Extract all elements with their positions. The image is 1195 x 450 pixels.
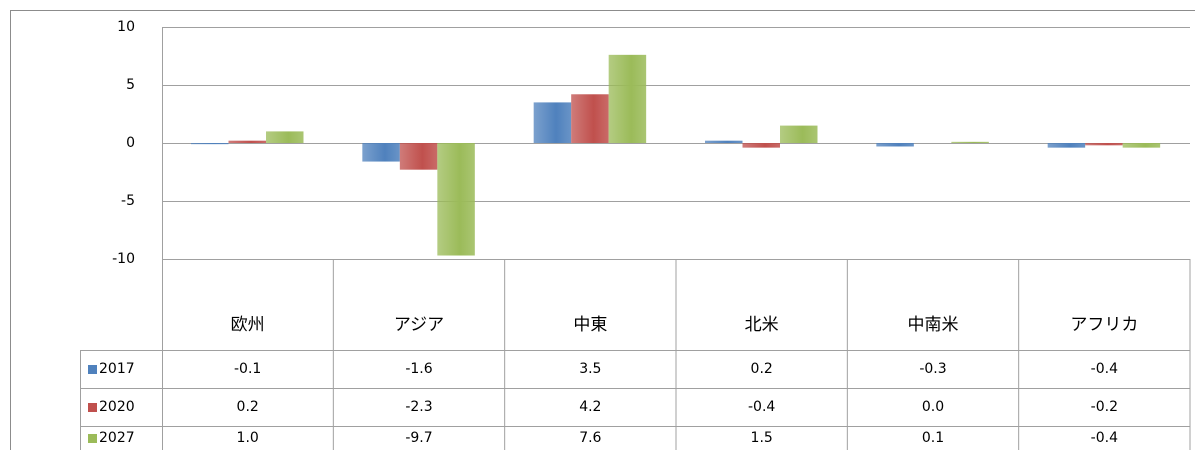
bar [780,125,818,143]
table-value: -0.4 [1091,361,1118,377]
x-tick-label: アジア [394,315,444,335]
y-tick-label: -5 [121,193,135,209]
table-value: -9.7 [405,430,432,446]
y-tick-label: 10 [117,19,135,35]
bar [876,143,914,147]
legend-swatch [88,403,97,412]
bar [437,143,475,256]
legend-label: 2027 [99,430,135,446]
table-value: 0.1 [922,430,944,446]
table-value: 4.2 [579,399,601,415]
table-value: -1.6 [405,361,432,377]
y-tick-label: 0 [126,135,135,151]
table-value: 3.5 [579,361,601,377]
x-tick-label: 中東 [573,315,607,335]
table-value: 0.2 [751,361,773,377]
table-value: 0.0 [922,399,944,415]
table-value: 1.0 [237,430,259,446]
x-tick-label: 中南米 [908,315,959,335]
bar [1085,143,1123,146]
table-value: -0.4 [748,399,775,415]
y-tick-label: -10 [112,251,135,267]
legend-swatch [88,365,97,374]
bar [191,143,229,145]
bar [266,131,304,143]
table-value: -0.2 [1091,399,1118,415]
chart-frame [10,10,1195,450]
bar [951,141,989,143]
x-tick-label: 欧州 [231,315,265,335]
x-tick-label: アフリカ [1070,315,1138,335]
bar [228,140,266,143]
bar [742,143,780,148]
table-value: 7.6 [579,430,601,446]
bar [1047,143,1086,148]
bar [571,94,609,143]
bar [399,143,438,170]
bar [362,143,400,162]
x-tick-label: 北米 [745,315,779,335]
table-value: 0.2 [237,399,259,415]
bar [608,54,647,144]
table-value: -0.4 [1091,430,1118,446]
bar [1122,143,1161,148]
table-value: -0.1 [234,361,261,377]
table-value: -2.3 [405,399,432,415]
bar [705,140,743,143]
legend-label: 2020 [99,399,135,415]
legend-label: 2017 [99,361,135,377]
y-tick-label: 5 [126,77,135,93]
bar [533,102,572,143]
table-value: 1.5 [751,430,773,446]
legend-swatch [88,434,97,443]
table-value: -0.3 [919,361,946,377]
